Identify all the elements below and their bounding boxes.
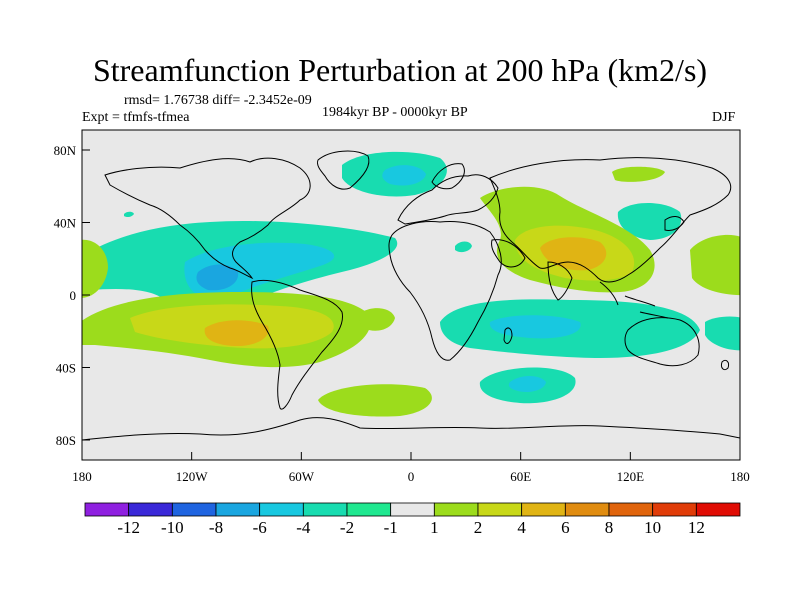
coastline-new-zealand xyxy=(721,359,729,371)
coastline-australia xyxy=(624,317,700,367)
colorbar-box xyxy=(608,502,654,517)
colorbar-label: 10 xyxy=(644,518,661,537)
colorbar-box xyxy=(652,502,697,517)
stats-text: rmsd= 1.76738 diff= -2.3452e-09 xyxy=(124,93,312,108)
anomaly-negative-small-1 xyxy=(455,241,472,253)
anomaly-negative-small-2 xyxy=(124,211,134,218)
coastline-antarctica xyxy=(81,417,741,441)
anomaly-negative-south-pacific xyxy=(705,316,740,351)
colorbar-box xyxy=(259,502,304,517)
colorbar-label: -12 xyxy=(117,518,140,537)
lat-tick-label: 80S xyxy=(56,433,76,448)
longitude-axis: 180 120W 60W 0 60E 120E 180 xyxy=(72,452,750,484)
lon-tick-label: 180 xyxy=(730,469,750,484)
colorbar-box xyxy=(215,502,261,517)
lon-tick-label: 120W xyxy=(176,469,209,484)
colorbar-label: 8 xyxy=(605,518,614,537)
coastline-scandinavia xyxy=(431,163,465,190)
coastline-japan xyxy=(664,216,685,231)
coastline-asia xyxy=(489,157,732,283)
lon-tick-label: 60W xyxy=(289,469,315,484)
coastline-arabia xyxy=(491,239,526,268)
colorbar-box xyxy=(84,502,130,517)
colorbar-box xyxy=(564,502,610,517)
colorbar-box xyxy=(433,502,479,517)
period-label: 1984kyr BP - 0000kyr BP xyxy=(322,105,468,120)
anomaly-fields xyxy=(82,151,740,417)
anomaly-positive-east-pacific xyxy=(690,234,740,296)
colorbar-box xyxy=(346,502,392,517)
anomaly-positive-south-atlantic xyxy=(359,308,395,331)
colorbar-label: -1 xyxy=(384,518,398,537)
lat-tick-label: 0 xyxy=(70,288,77,303)
coastline-africa xyxy=(388,221,502,361)
coastline-madagascar xyxy=(503,327,513,344)
coastline-north-america xyxy=(104,157,311,280)
colorbar-box xyxy=(171,502,217,517)
colorbar-label: 4 xyxy=(517,518,526,537)
colorbar-label: -8 xyxy=(209,518,223,537)
lon-tick-label: 60E xyxy=(510,469,531,484)
anomaly-negative-indian-ocean-core xyxy=(489,315,581,339)
colorbar-box xyxy=(521,502,566,517)
coastline-europe xyxy=(397,174,499,225)
colorbar-labels: -12 -10 -8 -6 -4 -2 -1 1 2 4 6 8 10 12 xyxy=(117,518,705,537)
lon-tick-label: 120E xyxy=(617,469,645,484)
anomaly-positive-north-pacific xyxy=(612,166,665,182)
colorbar-box xyxy=(695,502,741,517)
anomaly-negative-northwest-pacific xyxy=(617,203,682,240)
colorbar-box xyxy=(128,502,173,517)
colorbar-boxes xyxy=(84,502,741,517)
lon-tick-label: 0 xyxy=(408,469,415,484)
coastline-india xyxy=(547,261,573,301)
colorbar-label: 1 xyxy=(430,518,439,537)
colorbar-box xyxy=(477,502,523,517)
lat-tick-label: 40S xyxy=(56,361,76,376)
anomaly-positive-southern-ocean xyxy=(318,384,432,417)
anomaly-positive-west-pacific xyxy=(82,239,108,298)
coastline-greenland xyxy=(317,150,370,190)
anomaly-positive-asia-center xyxy=(540,237,607,271)
lon-tick-label: 180 xyxy=(72,469,92,484)
season-label: DJF xyxy=(712,110,736,125)
lat-tick-label: 40N xyxy=(54,216,77,231)
colorbar-box xyxy=(302,502,348,517)
colorbar-label: 2 xyxy=(474,518,483,537)
colorbar-label: 12 xyxy=(688,518,705,537)
colorbar-label: -6 xyxy=(253,518,267,537)
experiment-label: Expt = tfmfs-tfmea xyxy=(82,110,190,125)
lat-tick-label: 80N xyxy=(54,143,77,158)
colorbar-label: 6 xyxy=(561,518,570,537)
anomaly-positive-south-america-center xyxy=(204,320,269,346)
coastline-south-america xyxy=(251,279,344,410)
coastlines xyxy=(81,150,741,441)
colorbar-label: -2 xyxy=(340,518,354,537)
anomaly-negative-americas-center xyxy=(196,264,239,291)
chart-title: Streamfunction Perturbation at 200 hPa (… xyxy=(92,52,708,88)
latitude-axis: 80N 40N 0 40S 80S xyxy=(54,143,90,448)
anomaly-negative-north-atlantic-core xyxy=(382,165,426,186)
colorbar-label: -10 xyxy=(161,518,184,537)
anomaly-negative-south-indian-core xyxy=(508,376,546,392)
colorbar-label: -4 xyxy=(296,518,311,537)
colorbar-box xyxy=(390,502,435,517)
